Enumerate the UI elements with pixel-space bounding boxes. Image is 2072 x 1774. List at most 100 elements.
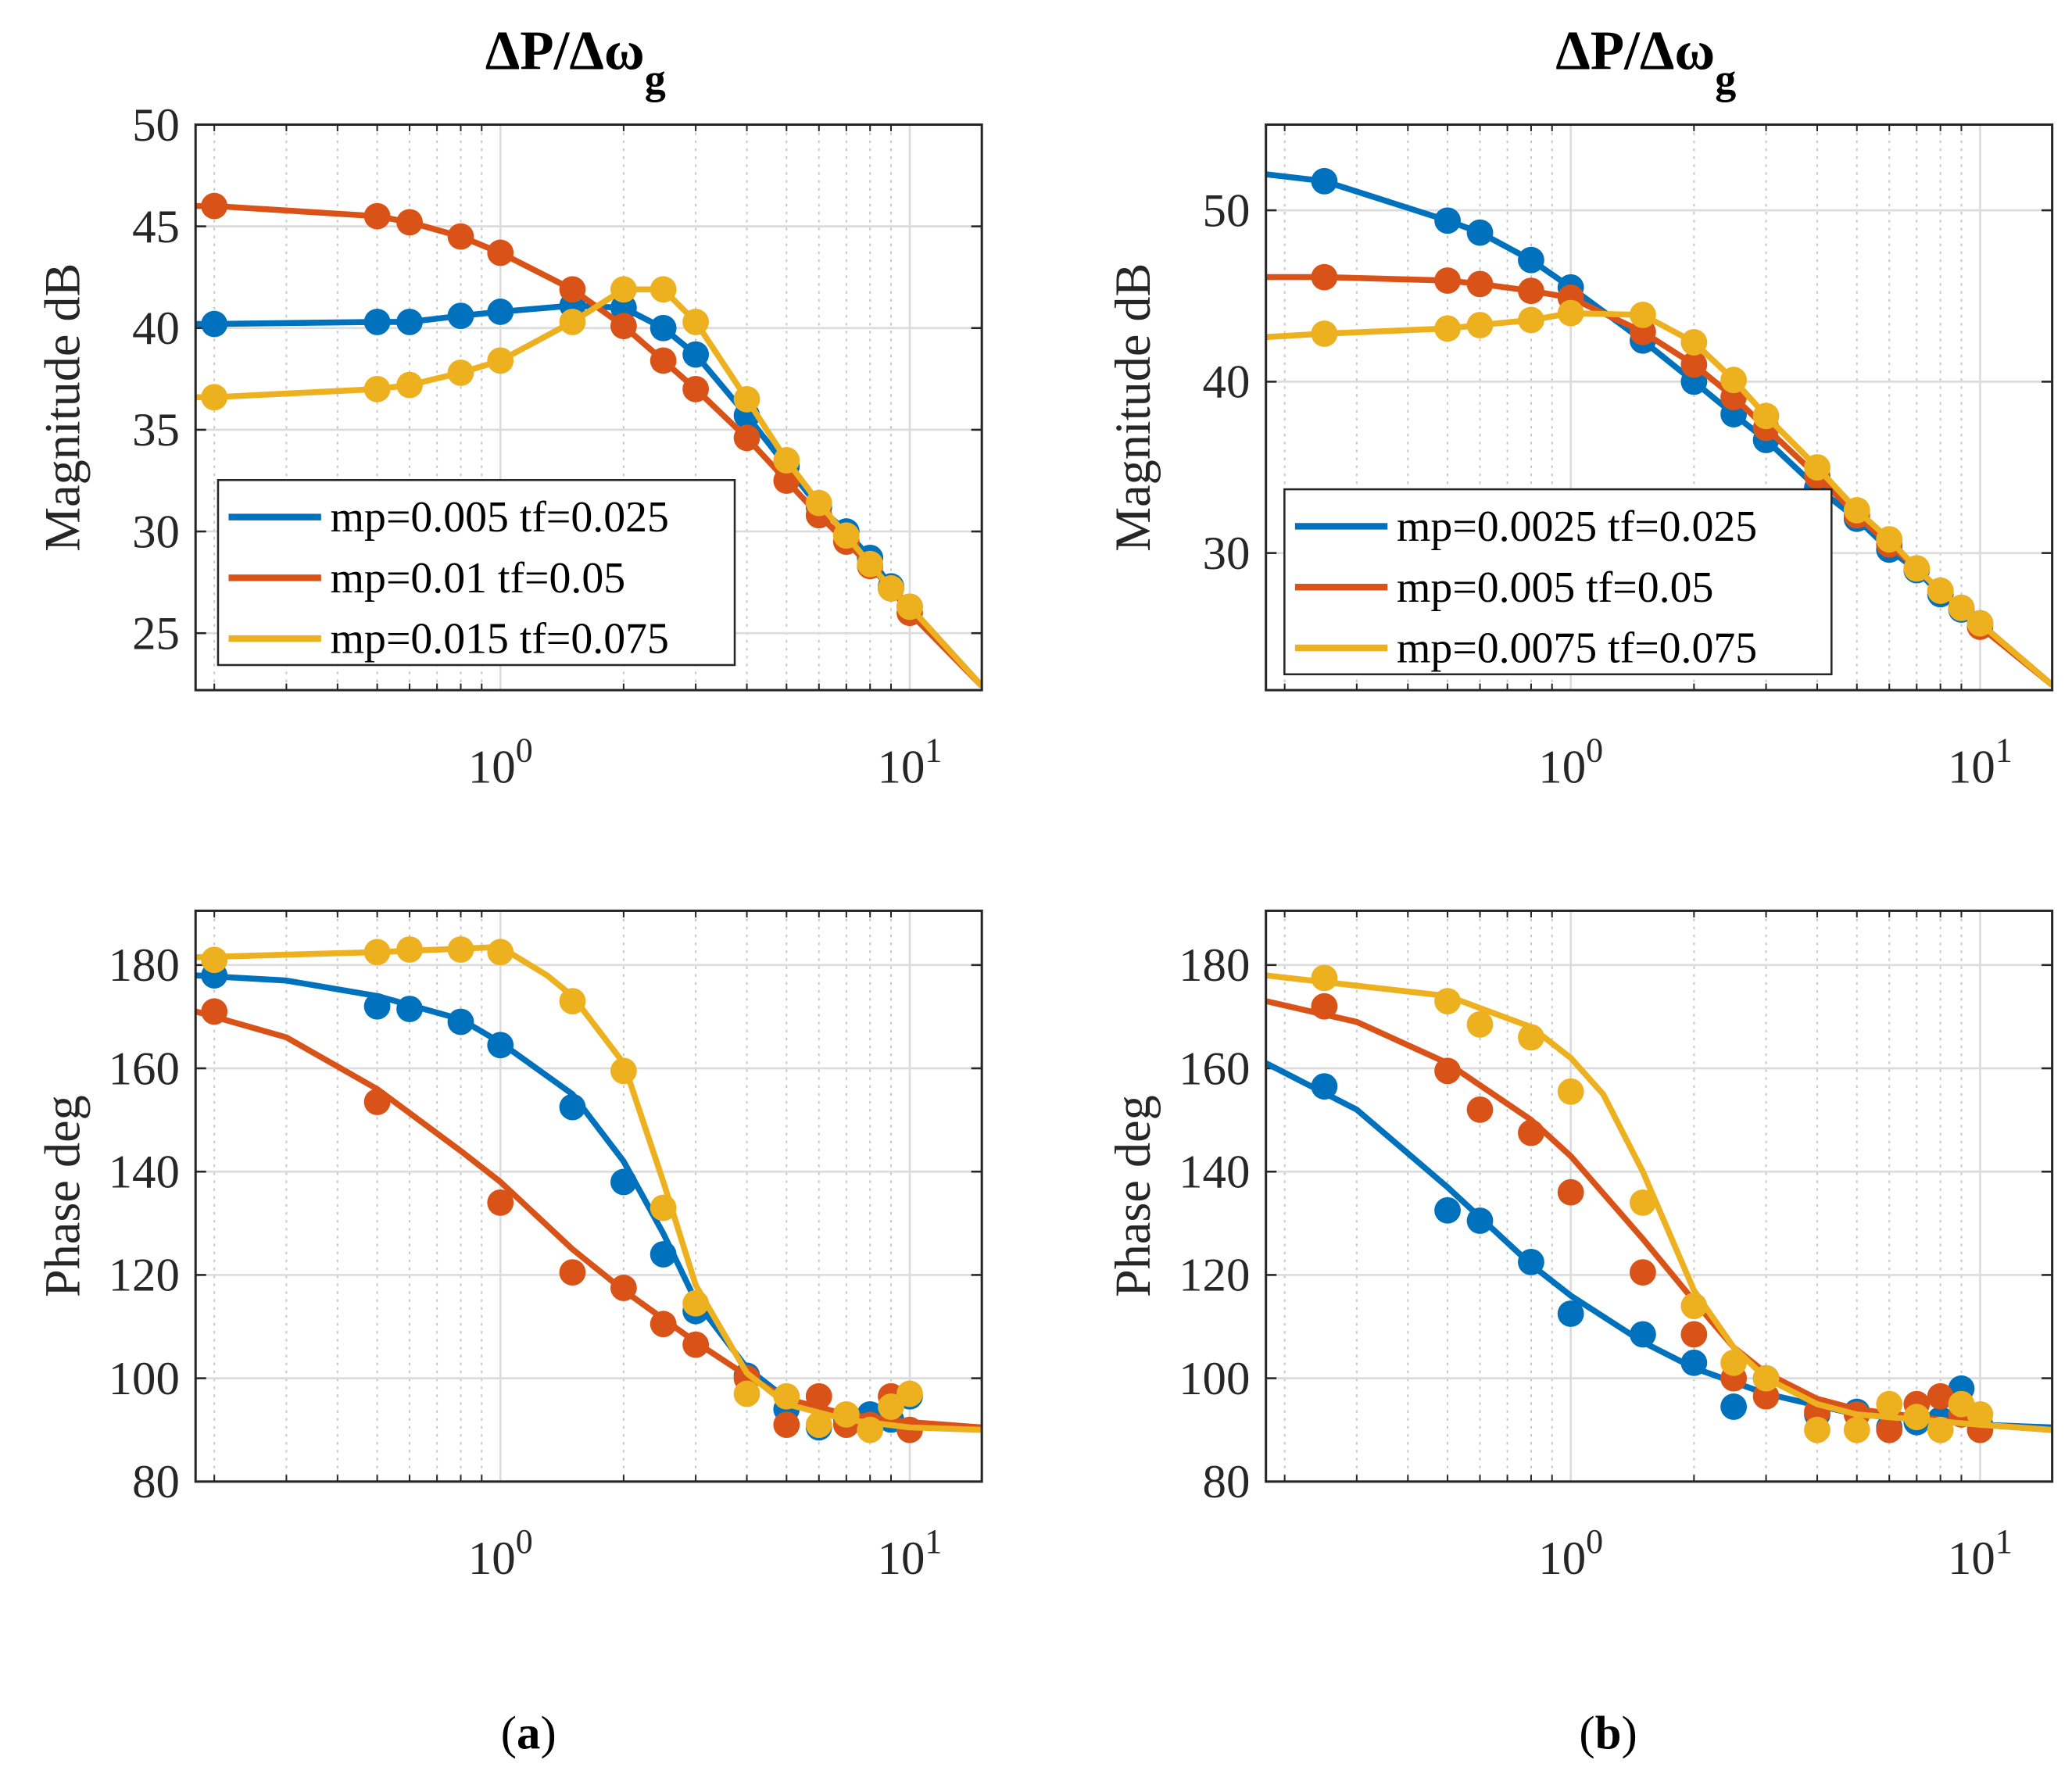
legend-box: [1283, 488, 1833, 676]
x-tick-label: 100: [468, 1522, 533, 1585]
data-point-series-3: [1876, 526, 1903, 553]
legend-entry-2: mp=0.01 tf=0.05: [331, 554, 625, 603]
data-point-series-3: [1966, 1400, 1994, 1428]
data-point-series-2: [610, 313, 637, 340]
y-tick-label: 120: [109, 1250, 180, 1302]
x-tick-exponent: 1: [1995, 1522, 2013, 1561]
data-point-series-2: [396, 209, 423, 236]
x-tick-exponent: 0: [516, 731, 533, 769]
y-tick-label: 160: [1179, 1043, 1250, 1095]
data-point-series-3: [733, 385, 760, 413]
data-point-series-3: [1680, 329, 1708, 356]
x-tick-base: 10: [1538, 741, 1586, 793]
data-point-series-2: [363, 202, 391, 230]
y-axis-label: Phase deg: [1105, 1095, 1161, 1297]
data-point-series-3: [832, 1400, 860, 1428]
data-point-series-3: [1876, 1390, 1903, 1418]
x-tick-exponent: 1: [925, 1522, 942, 1561]
data-point-series-1: [1557, 1300, 1584, 1327]
data-point-series-3: [1311, 320, 1338, 347]
legend-entry-3: mp=0.0075 tf=0.075: [1397, 624, 1757, 673]
data-point-series-3: [201, 946, 228, 974]
y-axis-label: Phase deg: [34, 1095, 90, 1297]
data-point-series-1: [1434, 1196, 1461, 1224]
data-point-series-2: [650, 347, 677, 374]
axes-frame: [194, 909, 983, 1483]
plot-area: [1265, 910, 2052, 1482]
x-tick-exponent: 0: [1586, 731, 1603, 769]
x-tick-base: 10: [1948, 1533, 1995, 1585]
y-tick-label: 140: [109, 1146, 180, 1199]
data-point-series-3: [1843, 496, 1870, 524]
data-point-series-2: [447, 223, 474, 250]
data-point-series-2: [201, 192, 228, 220]
data-point-series-2: [773, 1411, 800, 1439]
data-point-series-1: [396, 996, 423, 1022]
data-point-series-2: [1466, 270, 1494, 298]
x-tick-label: 100: [468, 731, 533, 793]
data-point-series-3: [1720, 1349, 1748, 1376]
data-point-series-3: [559, 988, 586, 1015]
plot-area: [195, 910, 982, 1482]
y-tick-label: 80: [132, 1456, 180, 1508]
x-tick-base: 10: [468, 741, 516, 793]
data-point-series-3: [1518, 1024, 1544, 1051]
y-tick-label: 50: [1203, 184, 1251, 237]
y-tick-label: 160: [109, 1043, 180, 1095]
data-point-series-1: [487, 299, 514, 325]
data-point-series-3: [773, 1382, 800, 1410]
chart-title-subscript: g: [1715, 55, 1736, 102]
data-point-series-3: [1434, 988, 1461, 1015]
chart-title: ΔP/Δωg: [485, 20, 666, 102]
x-tick-label: 101: [878, 731, 943, 793]
data-point-series-2: [559, 276, 586, 303]
data-point-series-3: [805, 1411, 832, 1439]
data-point-series-3: [650, 1194, 677, 1221]
data-point-series-2: [1680, 1321, 1708, 1348]
data-point-series-1: [1311, 167, 1338, 195]
data-point-series-1: [1311, 1073, 1338, 1100]
data-point-series-2: [650, 1311, 677, 1338]
data-point-series-3: [805, 489, 832, 517]
data-point-series-1: [682, 341, 710, 368]
series-group: [1265, 167, 2052, 688]
data-point-series-3: [1630, 301, 1656, 328]
data-point-series-1: [1630, 1321, 1656, 1348]
data-point-series-3: [1843, 1416, 1870, 1443]
y-tick-label: 180: [1179, 939, 1250, 992]
x-tick-base: 10: [468, 1533, 516, 1585]
y-tick-label: 100: [109, 1353, 180, 1405]
y-tick-label: 50: [132, 99, 180, 152]
data-point-series-1: [447, 302, 474, 330]
y-tick-label: 40: [1203, 356, 1251, 409]
legend-entry-2: mp=0.005 tf=0.05: [1397, 563, 1713, 612]
x-tick-label: 100: [1538, 731, 1603, 793]
data-point-series-2: [1518, 1119, 1544, 1146]
data-point-series-3: [396, 936, 423, 963]
data-point-series-3: [610, 276, 637, 303]
data-point-series-1: [1466, 1207, 1494, 1234]
data-point-series-2: [487, 1189, 514, 1216]
data-point-series-1: [610, 294, 637, 321]
data-point-series-3: [1518, 306, 1544, 334]
data-point-series-3: [610, 1057, 637, 1085]
data-point-series-2: [682, 1331, 710, 1358]
data-point-series-3: [878, 575, 904, 602]
data-point-series-1: [1720, 1393, 1748, 1420]
axes-frame: [1265, 123, 2054, 692]
data-point-series-3: [896, 1380, 923, 1407]
x-tick-label: 100: [1538, 1522, 1603, 1585]
panel-label-a: (a): [501, 1707, 556, 1759]
data-point-series-3: [1466, 1010, 1494, 1038]
x-tick-exponent: 1: [1995, 731, 2013, 769]
data-point-series-3: [896, 593, 923, 621]
data-point-series-3: [559, 309, 586, 335]
x-tick-label: 101: [878, 1522, 943, 1585]
data-point-series-3: [1680, 1293, 1708, 1319]
data-point-series-3: [487, 347, 514, 374]
data-point-series-3: [832, 522, 860, 549]
data-point-series-3: [487, 939, 514, 966]
data-point-series-2: [363, 1089, 391, 1115]
data-point-series-3: [1630, 1189, 1656, 1216]
